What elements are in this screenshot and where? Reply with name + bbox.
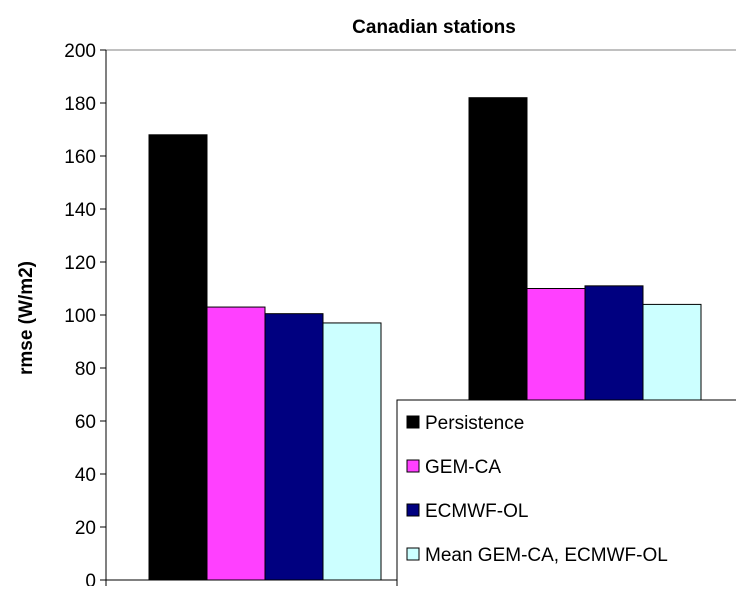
legend-box — [396, 399, 736, 591]
legend-swatch-3 — [406, 503, 420, 517]
legend-label-4: Mean GEM-CA, ECMWF-OL — [425, 545, 668, 566]
y-tick-label: 120 — [64, 253, 96, 274]
y-axis-label: rmse (W/m2) — [16, 261, 37, 375]
y-tick-label: 80 — [75, 359, 96, 380]
y-tick-label: 0 — [85, 571, 96, 586]
y-tick-label: 100 — [64, 306, 96, 327]
legend-swatch-4 — [406, 547, 420, 561]
legend-label-1: Persistence — [425, 413, 524, 434]
bar-2-group-1 — [206, 306, 266, 581]
y-tick-label: 140 — [64, 200, 96, 221]
y-tick-label: 40 — [75, 465, 96, 486]
legend: Persistence GEM-CA ECMWF-OL Mean GEM-CA, EC… — [396, 399, 736, 591]
y-tick-label: 200 — [64, 41, 96, 62]
y-tick-label: 60 — [75, 412, 96, 433]
legend-label-3: ECMWF-OL — [425, 501, 528, 522]
legend-label-2: GEM-CA — [425, 457, 501, 478]
bar-4-group-1 — [322, 322, 382, 581]
legend-swatch-1 — [406, 415, 420, 429]
y-tick-label: 20 — [75, 518, 96, 539]
legend-swatch-2 — [406, 459, 420, 473]
chart-title: Canadian stations — [352, 17, 516, 38]
bar-1-group-1 — [148, 134, 208, 581]
bar-3-group-1 — [264, 313, 324, 581]
y-tick-label: 180 — [64, 94, 96, 115]
y-tick-label: 160 — [64, 147, 96, 168]
